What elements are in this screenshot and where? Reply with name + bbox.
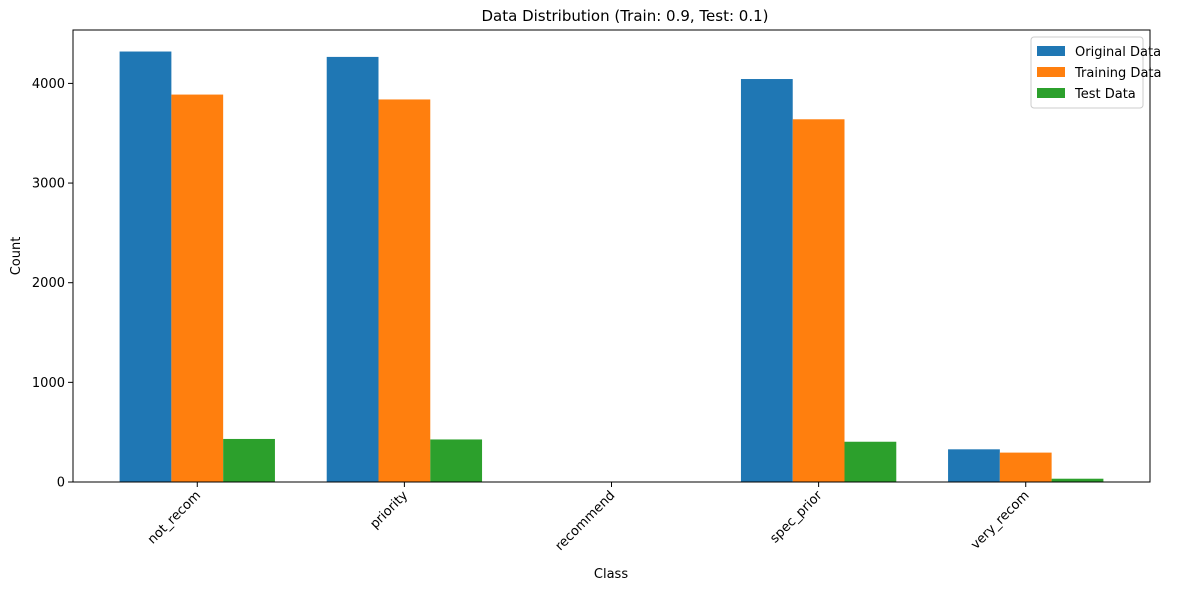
bar-priority-test-data	[430, 439, 483, 482]
y-tick-label: 3000	[32, 177, 65, 192]
bar-very-recom-test-data	[1051, 478, 1104, 482]
legend-swatch	[1037, 88, 1065, 98]
x-tick-label: spec_prior	[767, 488, 826, 547]
y-axis: 0 1000 2000 3000 4000	[32, 77, 73, 491]
legend-swatch	[1037, 46, 1065, 56]
y-tick-label: 1000	[32, 376, 65, 391]
legend-label: Training Data	[1074, 66, 1161, 81]
legend: Original Data Training Data Test Data	[1030, 36, 1161, 109]
bar-very-recom-training-data	[999, 452, 1052, 482]
bar-priority-training-data	[378, 99, 431, 482]
bars-layer	[119, 51, 1104, 483]
x-axis-label: Class	[594, 567, 628, 582]
x-tick-label: priority	[367, 488, 411, 532]
bar-not-recom-test-data	[223, 438, 275, 482]
x-tick-label: not_recom	[145, 488, 204, 547]
y-tick-label: 4000	[32, 77, 65, 92]
bar-priority-original-data	[326, 56, 379, 483]
bar-spec-prior-training-data	[792, 119, 845, 483]
bar-very-recom-original-data	[948, 449, 1000, 482]
y-axis-label: Count	[9, 237, 24, 276]
legend-label: Original Data	[1075, 45, 1161, 60]
y-tick-label: 0	[57, 476, 65, 491]
x-tick-label: recommend	[553, 488, 619, 554]
legend-label: Test Data	[1074, 87, 1136, 102]
x-axis: not_recom priority recommend spec_prior very…	[145, 482, 1033, 554]
chart-title: Data Distribution (Train: 0.9, Test: 0.1…	[482, 7, 769, 25]
bar-spec-prior-test-data	[844, 441, 897, 482]
x-tick-label: very_recom	[968, 488, 1032, 552]
bar-not-recom-original-data	[119, 51, 172, 483]
bar-not-recom-training-data	[171, 94, 224, 483]
y-tick-label: 2000	[32, 276, 65, 291]
plot-frame	[72, 29, 1151, 483]
bar-spec-prior-original-data	[740, 79, 793, 482]
legend-swatch	[1037, 67, 1065, 77]
